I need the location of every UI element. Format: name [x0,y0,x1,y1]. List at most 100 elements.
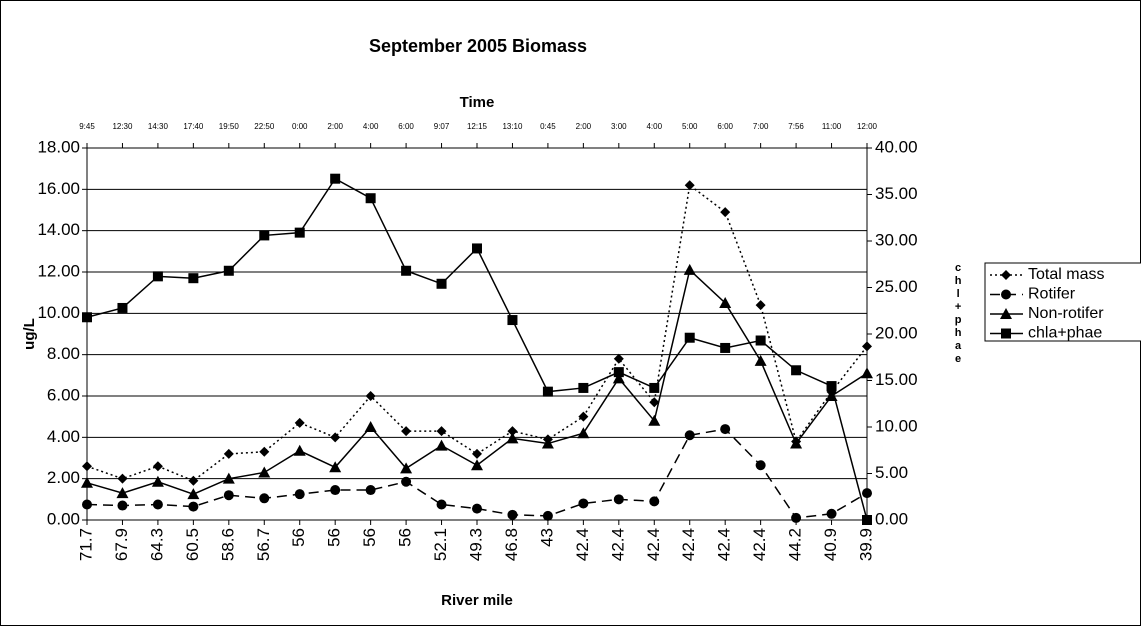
x-tick-label: 58.6 [218,528,237,561]
marker [755,460,766,471]
x2-tick-label: 5:00 [682,122,698,131]
marker [612,372,625,384]
marker [578,498,589,509]
y2-tick-label: 35.00 [875,184,918,203]
marker [436,499,447,510]
x2-tick-label: 9:45 [79,122,95,131]
marker [81,476,93,488]
marker [294,417,305,428]
x-tick-label: 56 [360,528,379,547]
marker [82,499,92,510]
y-tick-label: 2.00 [47,468,80,487]
marker [755,300,766,311]
marker [507,509,518,520]
marker [223,490,234,501]
marker [294,227,305,238]
marker [720,342,731,353]
x2-tick-label: 17:40 [183,122,204,131]
marker [862,515,872,525]
marker [436,426,447,437]
marker [613,353,624,364]
marker [577,427,590,439]
marker [1001,328,1011,339]
x2-tick-label: 12:00 [857,122,878,131]
marker [826,508,837,519]
legend-label: chla+phae [1028,325,1102,342]
marker [223,265,234,276]
marker [330,432,341,443]
x-tick-label: 56.7 [254,528,273,561]
marker [117,500,128,511]
marker [754,354,767,366]
marker [684,332,695,343]
series [82,424,872,523]
x-tick-label: 52.1 [431,528,450,561]
x2-tick-label: 12:30 [112,122,133,131]
marker [578,411,589,422]
marker [152,271,163,282]
x-tick-label: 40.9 [821,528,840,561]
y2-tick-label: 20.00 [875,323,918,342]
marker [720,207,731,218]
x2-tick-label: 2:00 [327,122,343,131]
marker [826,381,837,392]
marker [401,476,412,487]
marker [791,365,802,376]
marker [506,432,519,444]
x2-tick-label: 12:15 [467,122,488,131]
series-line [86,183,868,482]
x-tick-label: 42.4 [679,528,698,561]
marker [330,485,341,496]
marker [578,382,589,393]
x2-axis-title: Time [460,94,495,111]
y-tick-label: 0.00 [47,509,80,528]
marker [365,391,376,401]
x2-tick-label: 7:00 [753,122,769,131]
x2-tick-label: 6:00 [717,122,733,131]
y-tick-label: 18.00 [37,137,80,156]
x2-tick-label: 0:00 [292,122,308,131]
x-tick-label: 56 [325,528,344,547]
marker [259,446,270,457]
chart-title: September 2005 Biomass [369,36,587,56]
series [82,173,872,525]
x2-tick-label: 4:00 [646,122,662,131]
y-tick-label: 6.00 [47,385,80,404]
marker [648,414,661,426]
marker [188,501,199,512]
x-tick-label: 42.4 [608,528,627,561]
y-tick-label: 12.00 [37,261,80,280]
y-axis-title: ug/L [21,318,38,350]
x-tick-label: 42.4 [644,528,663,561]
marker [541,437,554,449]
x2-tick-label: 19:50 [219,122,240,131]
marker [790,437,803,449]
marker [684,430,695,441]
legend-label: Rotifer [1028,286,1076,303]
y2-axis-title: chl+phae [952,262,964,366]
marker [365,485,376,496]
x-tick-label: 56 [396,528,415,547]
marker [720,424,731,435]
y-tick-label: 4.00 [47,427,80,446]
y-tick-label: 16.00 [37,179,80,198]
legend-box [984,262,1141,342]
y2-tick-label: 40.00 [875,137,918,156]
x-tick-label: 42.4 [715,528,734,561]
marker [152,461,163,472]
marker [436,278,447,289]
marker [330,173,341,184]
x2-tick-label: 6:00 [398,122,414,131]
marker [435,439,448,451]
legend-label: Total mass [1028,266,1104,283]
x2-tick-label: 9:07 [434,122,450,131]
x2-tick-label: 2:00 [576,122,592,131]
marker [649,496,660,507]
marker [1001,289,1011,300]
marker [151,475,164,487]
x-tick-label: 64.3 [147,528,166,561]
marker [82,461,92,472]
marker [117,473,128,484]
marker [1001,270,1011,280]
y2-tick-label: 0.00 [875,509,908,528]
